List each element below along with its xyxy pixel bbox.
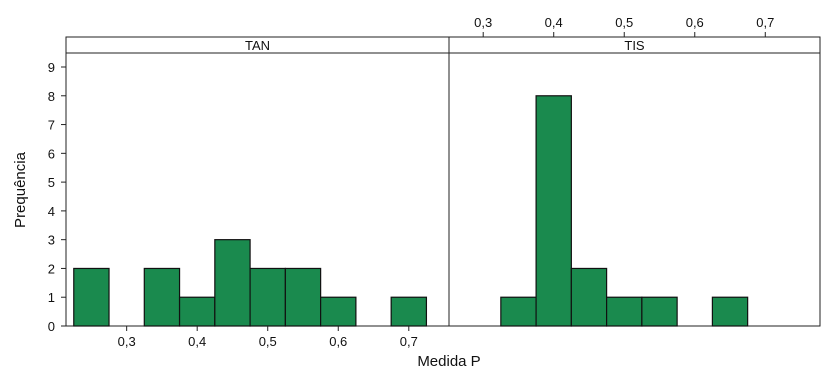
panel-tis: TIS 0,3 0,4 0,5 0,6 0,7: [448, 15, 821, 327]
bar: [249, 267, 286, 327]
y-tick-label: 0: [48, 319, 55, 334]
bar: [214, 239, 251, 327]
chart-panels: TAN 0,3 0,4 0,5 0,6 0,7 TIS 0,3 0,4 0,5 0,6 0,7: [65, 15, 821, 349]
x-tick-label: 0,5: [259, 334, 277, 349]
x-tick-label: 0,4: [545, 15, 563, 30]
y-tick-label: 7: [48, 118, 55, 133]
bar: [641, 296, 678, 327]
bar: [535, 95, 572, 327]
x-tick-label: 0,3: [474, 15, 492, 30]
bar: [73, 267, 110, 327]
bar: [143, 267, 181, 327]
x-tick-label: 0,5: [615, 15, 633, 30]
y-tick-label: 8: [48, 89, 55, 104]
y-tick-label: 3: [48, 233, 55, 248]
panel-label: TIS: [624, 38, 645, 53]
bar: [570, 267, 608, 327]
x-tick-label: 0,7: [400, 334, 418, 349]
panel-frame: [448, 36, 821, 327]
x-tick-label: 0,3: [118, 334, 136, 349]
y-tick-label: 2: [48, 261, 55, 276]
bar: [390, 296, 428, 327]
panel-label: TAN: [245, 38, 270, 53]
y-tick-label: 4: [48, 204, 55, 219]
x-tick-label: 0,4: [188, 334, 206, 349]
y-axis: 0 1 2 3 4 5 6 7 8 9: [48, 60, 66, 334]
y-tick-label: 1: [48, 290, 55, 305]
y-axis-title: Prequência: [12, 151, 29, 228]
x-tick-label: 0,7: [756, 15, 774, 30]
bar: [178, 296, 216, 327]
y-tick-label: 5: [48, 175, 55, 190]
bar: [320, 296, 357, 327]
bar: [500, 296, 537, 327]
x-axis-title: Medida P: [417, 353, 480, 367]
bar: [606, 296, 643, 327]
bar: [284, 267, 322, 327]
x-tick-label: 0,6: [329, 334, 347, 349]
y-tick-label: 6: [48, 146, 55, 161]
panel-tan: TAN 0,3 0,4 0,5 0,6 0,7: [65, 36, 450, 349]
x-tick-label: 0,6: [686, 15, 704, 30]
y-tick-label: 9: [48, 60, 55, 75]
bar: [711, 296, 749, 327]
